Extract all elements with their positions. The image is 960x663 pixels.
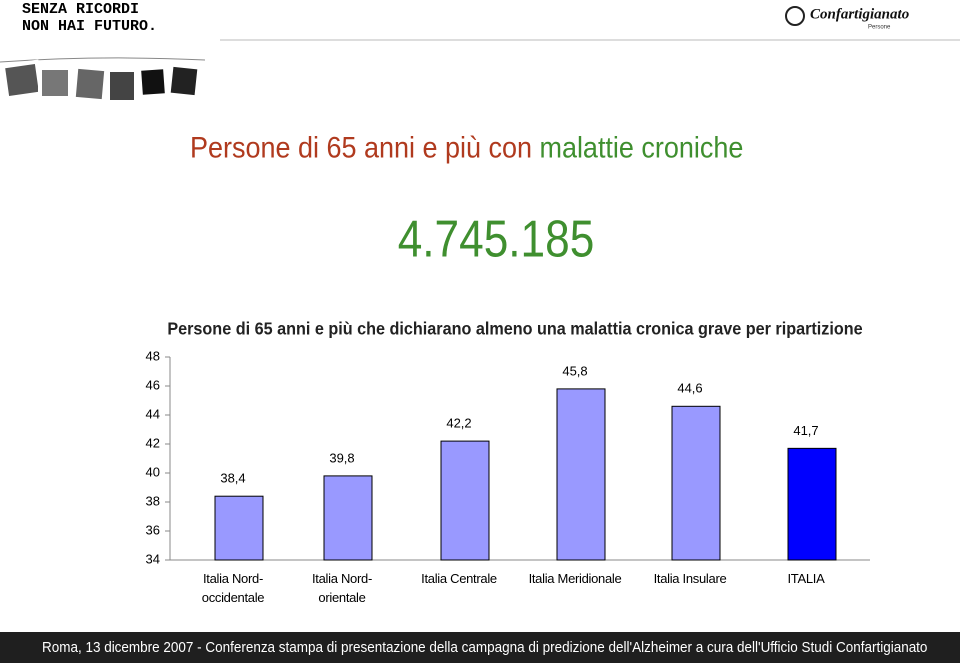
y-tick-label: 34 xyxy=(146,551,160,566)
x-tick-label: Italia Nord- occidentale xyxy=(201,571,265,605)
photos xyxy=(0,57,206,104)
footer-text: Roma, 13 dicembre 2007 - Conferenza stam… xyxy=(42,639,928,656)
y-tick-label: 40 xyxy=(146,464,160,479)
x-tick-label: Italia Nord- orientale xyxy=(312,571,372,605)
headline-part: malattie croniche xyxy=(539,131,743,165)
bar xyxy=(556,388,606,561)
bar xyxy=(440,440,490,561)
bar xyxy=(787,447,837,561)
logo: Confartigianato xyxy=(810,6,909,22)
value-label: 41,7 xyxy=(793,423,818,438)
value-label: 39,8 xyxy=(329,450,354,465)
header-line: SENZA RICORDI xyxy=(22,1,139,18)
y-tick-label: 46 xyxy=(146,377,160,392)
y-tick-label: 36 xyxy=(146,522,160,537)
x-tick-label: Italia Meridionale xyxy=(528,571,622,586)
value-label: 38,4 xyxy=(220,471,245,486)
x-tick-label: Italia Insulare xyxy=(653,571,727,586)
x-tick-label: Italia Centrale xyxy=(421,571,497,586)
headline-number: 4.745.185 xyxy=(398,210,595,268)
headline: Persone di 65 anni e più con malattie cr… xyxy=(190,131,743,165)
headline-part: Persone di 65 anni e più con xyxy=(190,131,532,165)
logo-sub: Persone xyxy=(868,25,891,31)
footer-bar xyxy=(0,632,960,663)
y-tick-label: 42 xyxy=(146,435,160,450)
bar xyxy=(671,405,721,561)
bar xyxy=(323,475,373,561)
y-tick-label: 38 xyxy=(146,493,160,508)
chart-title: Persone di 65 anni e più che dichiarano … xyxy=(167,319,862,339)
x-tick-label: ITALIA xyxy=(787,571,825,586)
y-tick-label: 44 xyxy=(146,406,160,421)
header-line: NON HAI FUTURO. xyxy=(22,18,157,35)
value-label: 44,6 xyxy=(677,381,702,396)
value-label: 42,2 xyxy=(446,416,471,431)
value-label: 45,8 xyxy=(562,363,587,378)
y-tick-label: 48 xyxy=(146,348,160,363)
bar xyxy=(214,495,264,561)
logo-mark xyxy=(785,6,805,26)
